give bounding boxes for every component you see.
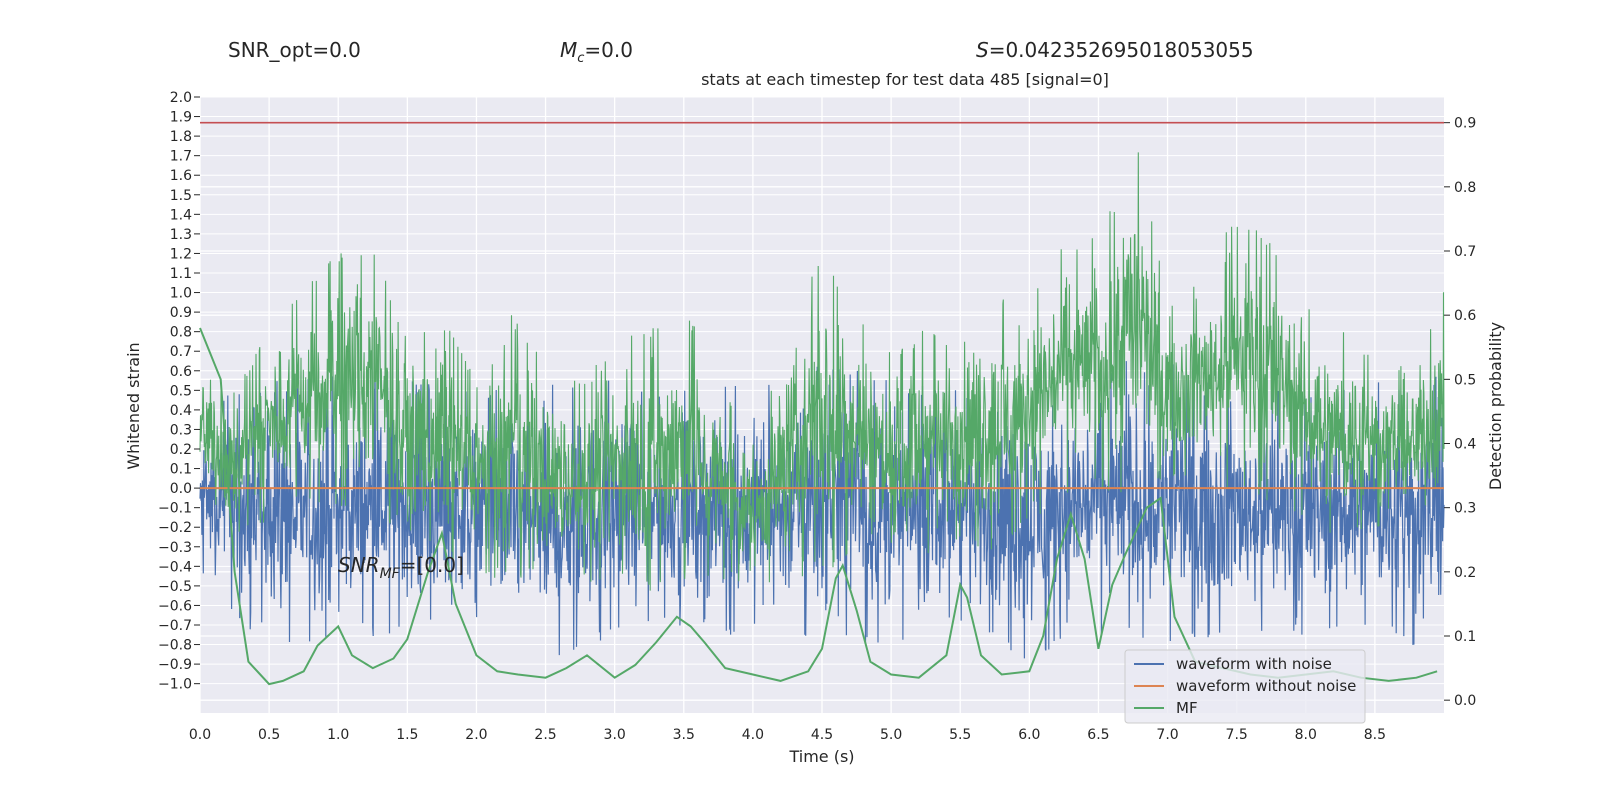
series-layer: [199, 121, 1445, 686]
x-tick-label: 3.5: [673, 727, 695, 743]
y-right-tick-label: 0.3: [1454, 501, 1476, 517]
y-left-tick-label: 1.5: [170, 188, 192, 204]
y-left-tick-label: −0.7: [158, 618, 192, 634]
y-right-tick-label: 0.6: [1454, 308, 1476, 324]
y-left-tick-label: 1.8: [170, 129, 192, 145]
y-right-tick-label: 0.8: [1454, 180, 1476, 196]
y-left-tick-label: 1.3: [170, 227, 192, 243]
x-tick-label: 0.5: [258, 727, 280, 743]
series-mf: [199, 327, 1438, 686]
y-left-tick-label: 1.6: [170, 168, 192, 184]
y-left-tick-label: 1.2: [170, 246, 192, 262]
y-left-tick-label: −0.9: [158, 657, 192, 673]
y-left-tick-label: −0.1: [158, 501, 192, 517]
y-left-tick-label: 0.3: [170, 422, 192, 438]
y-left-tick-label: 1.7: [170, 149, 192, 165]
y-left-tick-label: 0.0: [170, 481, 192, 497]
legend-label-waveform-without-noise: waveform without noise: [1176, 677, 1356, 695]
chart-title: stats at each timestep for test data 485…: [701, 70, 1109, 89]
y-left-tick-label: 0.8: [170, 325, 192, 341]
x-tick-label: 0.0: [189, 727, 211, 743]
x-tick-label: 7.5: [1226, 727, 1248, 743]
y-left-tick-label: 0.2: [170, 442, 192, 458]
series-detection-probability: [199, 152, 1445, 591]
mf-snr-annotation: SNRMF=[0.0]: [338, 553, 464, 582]
x-axis-label: Time (s): [788, 747, 854, 766]
x-tick-label: 3.0: [604, 727, 626, 743]
y-right-tick-label: 0.9: [1454, 116, 1476, 132]
y-left-tick-label: 0.9: [170, 305, 192, 321]
y-left-tick-label: 0.4: [170, 403, 192, 419]
y-left-tick-label: 1.4: [170, 207, 192, 223]
y-left-tick-label: −0.6: [158, 598, 192, 614]
s-value-header: S=0.042352695018053055: [976, 38, 1254, 62]
legend-label-waveform-with-noise: waveform with noise: [1176, 655, 1332, 673]
x-tick-label: 5.5: [949, 727, 971, 743]
y-left-tick-label: 1.1: [170, 266, 192, 282]
y-left-tick-label: 0.7: [170, 344, 192, 360]
x-tick-label: 1.0: [327, 727, 349, 743]
x-axis: 0.0 0.5 1.0 1.5 2.0 2.5 3.0 3.5 4.0 4.5 5.0 5.5 6.0 6…: [189, 727, 1386, 743]
y-right-tick-label: 0.5: [1454, 372, 1476, 388]
y-right-tick-label: 0.2: [1454, 565, 1476, 581]
y-right-tick-label: 0.1: [1454, 629, 1476, 645]
y-left-tick-label: −0.4: [158, 559, 192, 575]
y-left-tick-label: −1.0: [158, 677, 192, 693]
y-axis-left: −1.0 −0.9 −0.8 −0.7 −0.6 −0.5 −0.4 −0.3 −0.2 −0.1…: [158, 90, 200, 693]
x-tick-label: 4.0: [742, 727, 764, 743]
x-tick-label: 4.5: [811, 727, 833, 743]
series-waveform-with-noise: [199, 361, 1445, 659]
y-left-tick-label: −0.2: [158, 520, 192, 536]
legend-label-mf: MF: [1176, 699, 1198, 717]
y-left-tick-label: 1.0: [170, 286, 192, 302]
y-axis-right: 0.0 0.1 0.2 0.3 0.4 0.5 0.6 0.7 0.8 0.9: [1444, 116, 1476, 709]
x-tick-label: 8.0: [1295, 727, 1317, 743]
x-tick-label: 8.5: [1364, 727, 1386, 743]
y-axis-left-label: Whitened strain: [124, 342, 143, 469]
legend-box: [1124, 649, 1366, 724]
y-left-tick-label: −0.5: [158, 579, 192, 595]
y-left-tick-label: 1.9: [170, 110, 192, 126]
x-tick-label: 6.5: [1087, 727, 1109, 743]
y-right-tick-label: 0.4: [1454, 437, 1476, 453]
chirp-mass-header: Mc=0.0: [560, 38, 633, 66]
y-left-tick-label: 0.5: [170, 383, 192, 399]
legend: waveform with noise waveform without noi…: [1124, 649, 1366, 724]
x-tick-label: 5.0: [880, 727, 902, 743]
y-left-tick-label: 0.6: [170, 364, 192, 380]
y-right-tick-label: 0.7: [1454, 244, 1476, 260]
y-left-tick-label: 0.1: [170, 462, 192, 478]
snr-opt-header: SNR_opt=0.0: [228, 38, 361, 62]
x-tick-label: 6.0: [1018, 727, 1040, 743]
x-tick-label: 1.5: [396, 727, 418, 743]
y-left-tick-label: −0.8: [158, 638, 192, 654]
y-left-tick-label: 2.0: [170, 90, 192, 106]
y-left-tick-label: −0.3: [158, 540, 192, 556]
y-right-tick-label: 0.0: [1454, 693, 1476, 709]
x-tick-label: 2.5: [534, 727, 556, 743]
x-tick-label: 2.0: [465, 727, 487, 743]
x-tick-label: 7.0: [1156, 727, 1178, 743]
svg-text:SNRMF=[0.0]: SNRMF=[0.0]: [338, 553, 464, 582]
y-axis-right-label: Detection probability: [1486, 322, 1505, 490]
